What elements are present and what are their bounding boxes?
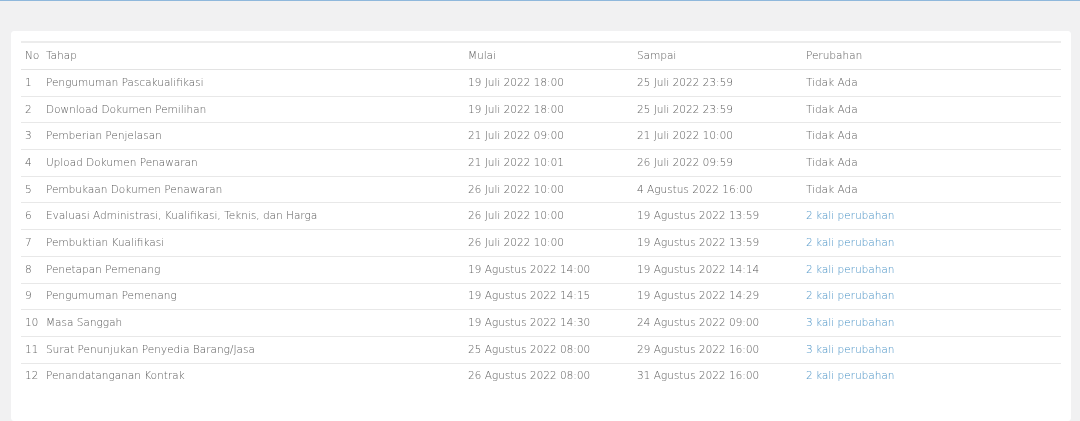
row-no: 11: [21, 335, 46, 364]
row-mulai: 21 Juli 2022 10:01: [468, 149, 637, 177]
row-mulai: 19 Agustus 2022 14:15: [468, 282, 637, 310]
row-tahap: Pemberian Penjelasan: [46, 122, 468, 150]
table-row: 10 Masa Sanggah 19 Agustus 2022 14:30 24 Ag…: [21, 309, 1061, 337]
row-mulai: 19 Agustus 2022 14:00: [468, 255, 637, 283]
header-perubahan: Perubahan: [806, 41, 1061, 70]
header-tahap: Tahap: [46, 41, 468, 70]
row-tahap: Pengumuman Pascakualifikasi: [46, 69, 468, 97]
row-mulai: 26 Agustus 2022 08:00: [468, 362, 637, 390]
row-perubahan: Tidak Ada: [806, 149, 1061, 177]
table-row: 6 Evaluasi Administrasi, Kualifikasi, Tek…: [21, 202, 1061, 230]
header-mulai: Mulai: [468, 41, 637, 70]
row-tahap: Masa Sanggah: [46, 309, 468, 337]
schedule-table: No Tahap Mulai Sampai Perubahan 1 Pengumu…: [21, 41, 1061, 390]
row-no: 5: [21, 175, 46, 203]
table-row: 11 Surat Penunjukan Penyedia Barang/Jasa 2…: [21, 335, 1061, 364]
row-sampai: 31 Agustus 2022 16:00: [637, 362, 806, 390]
row-perubahan: 2 kali perubahan: [806, 282, 1061, 310]
row-perubahan: 2 kali perubahan: [806, 202, 1061, 230]
row-sampai: 26 Juli 2022 09:59: [637, 149, 806, 177]
perubahan-link[interactable]: 2 kali perubahan: [806, 290, 895, 303]
row-sampai: 21 Juli 2022 10:00: [637, 122, 806, 150]
row-tahap: Pengumuman Pemenang: [46, 282, 468, 310]
header-sampai: Sampai: [637, 41, 806, 70]
row-perubahan: 3 kali perubahan: [806, 335, 1061, 364]
row-tahap: Download Dokumen Pemilihan: [46, 95, 468, 123]
row-tahap: Penandatanganan Kontrak: [46, 362, 468, 390]
row-sampai: 24 Agustus 2022 09:00: [637, 309, 806, 337]
row-no: 8: [21, 255, 46, 283]
table-header-row: No Tahap Mulai Sampai Perubahan: [21, 41, 1061, 70]
perubahan-link[interactable]: 2 kali perubahan: [806, 263, 895, 276]
row-mulai: 19 Juli 2022 18:00: [468, 69, 637, 97]
table-row: 8 Penetapan Pemenang 19 Agustus 2022 14:00…: [21, 255, 1061, 283]
table-row: 9 Pengumuman Pemenang 19 Agustus 2022 14:1…: [21, 282, 1061, 310]
row-no: 2: [21, 95, 46, 123]
row-perubahan: 3 kali perubahan: [806, 309, 1061, 337]
row-no: 9: [21, 282, 46, 310]
row-mulai: 19 Agustus 2022 14:30: [468, 309, 637, 337]
row-no: 1: [21, 69, 46, 97]
row-tahap: Evaluasi Administrasi, Kualifikasi, Tekn…: [46, 202, 468, 230]
row-perubahan: Tidak Ada: [806, 122, 1061, 150]
row-no: 6: [21, 202, 46, 230]
row-perubahan: 2 kali perubahan: [806, 229, 1061, 257]
row-mulai: 25 Agustus 2022 08:00: [468, 335, 637, 364]
row-sampai: 19 Agustus 2022 14:29: [637, 282, 806, 310]
row-tahap: Upload Dokumen Penawaran: [46, 149, 468, 177]
perubahan-link[interactable]: 2 kali perubahan: [806, 210, 895, 223]
row-sampai: 19 Agustus 2022 13:59: [637, 229, 806, 257]
row-no: 12: [21, 362, 46, 390]
row-sampai: 4 Agustus 2022 16:00: [637, 175, 806, 203]
row-sampai: 25 Juli 2022 23:59: [637, 69, 806, 97]
row-tahap: Pembukaan Dokumen Penawaran: [46, 175, 468, 203]
row-no: 10: [21, 309, 46, 337]
perubahan-link[interactable]: 3 kali perubahan: [806, 317, 895, 330]
row-mulai: 21 Juli 2022 09:00: [468, 122, 637, 150]
row-tahap: Penetapan Pemenang: [46, 255, 468, 283]
row-mulai: 26 Juli 2022 10:00: [468, 202, 637, 230]
row-perubahan: Tidak Ada: [806, 69, 1061, 97]
row-mulai: 26 Juli 2022 10:00: [468, 229, 637, 257]
schedule-card: No Tahap Mulai Sampai Perubahan 1 Pengumu…: [11, 31, 1071, 421]
table-row: 7 Pembuktian Kualifikasi 26 Juli 2022 10:0…: [21, 229, 1061, 257]
table-row: 2 Download Dokumen Pemilihan 19 Juli 2022 …: [21, 95, 1061, 123]
table-row: 3 Pemberian Penjelasan 21 Juli 2022 09:00 2…: [21, 122, 1061, 150]
row-perubahan: Tidak Ada: [806, 175, 1061, 203]
row-perubahan: Tidak Ada: [806, 95, 1061, 123]
row-no: 7: [21, 229, 46, 257]
row-perubahan: 2 kali perubahan: [806, 255, 1061, 283]
row-sampai: 19 Agustus 2022 13:59: [637, 202, 806, 230]
perubahan-link[interactable]: 2 kali perubahan: [806, 236, 895, 249]
row-mulai: 19 Juli 2022 18:00: [468, 95, 637, 123]
table-row: 12 Penandatanganan Kontrak 26 Agustus 2022…: [21, 362, 1061, 390]
table-row: 5 Pembukaan Dokumen Penawaran 26 Juli 2022…: [21, 175, 1061, 203]
row-mulai: 26 Juli 2022 10:00: [468, 175, 637, 203]
row-sampai: 29 Agustus 2022 16:00: [637, 335, 806, 364]
table-row: 1 Pengumuman Pascakualifikasi 19 Juli 2022…: [21, 69, 1061, 97]
row-no: 3: [21, 122, 46, 150]
row-perubahan: 2 kali perubahan: [806, 362, 1061, 390]
row-no: 4: [21, 149, 46, 177]
header-no: No: [21, 41, 46, 70]
row-sampai: 25 Juli 2022 23:59: [637, 95, 806, 123]
perubahan-link[interactable]: 3 kali perubahan: [806, 343, 895, 356]
perubahan-link[interactable]: 2 kali perubahan: [806, 370, 895, 383]
row-sampai: 19 Agustus 2022 14:14: [637, 255, 806, 283]
row-tahap: Pembuktian Kualifikasi: [46, 229, 468, 257]
table-row: 4 Upload Dokumen Penawaran 21 Juli 2022 10…: [21, 149, 1061, 177]
top-border: [0, 0, 1080, 1]
row-tahap: Surat Penunjukan Penyedia Barang/Jasa: [46, 335, 468, 364]
